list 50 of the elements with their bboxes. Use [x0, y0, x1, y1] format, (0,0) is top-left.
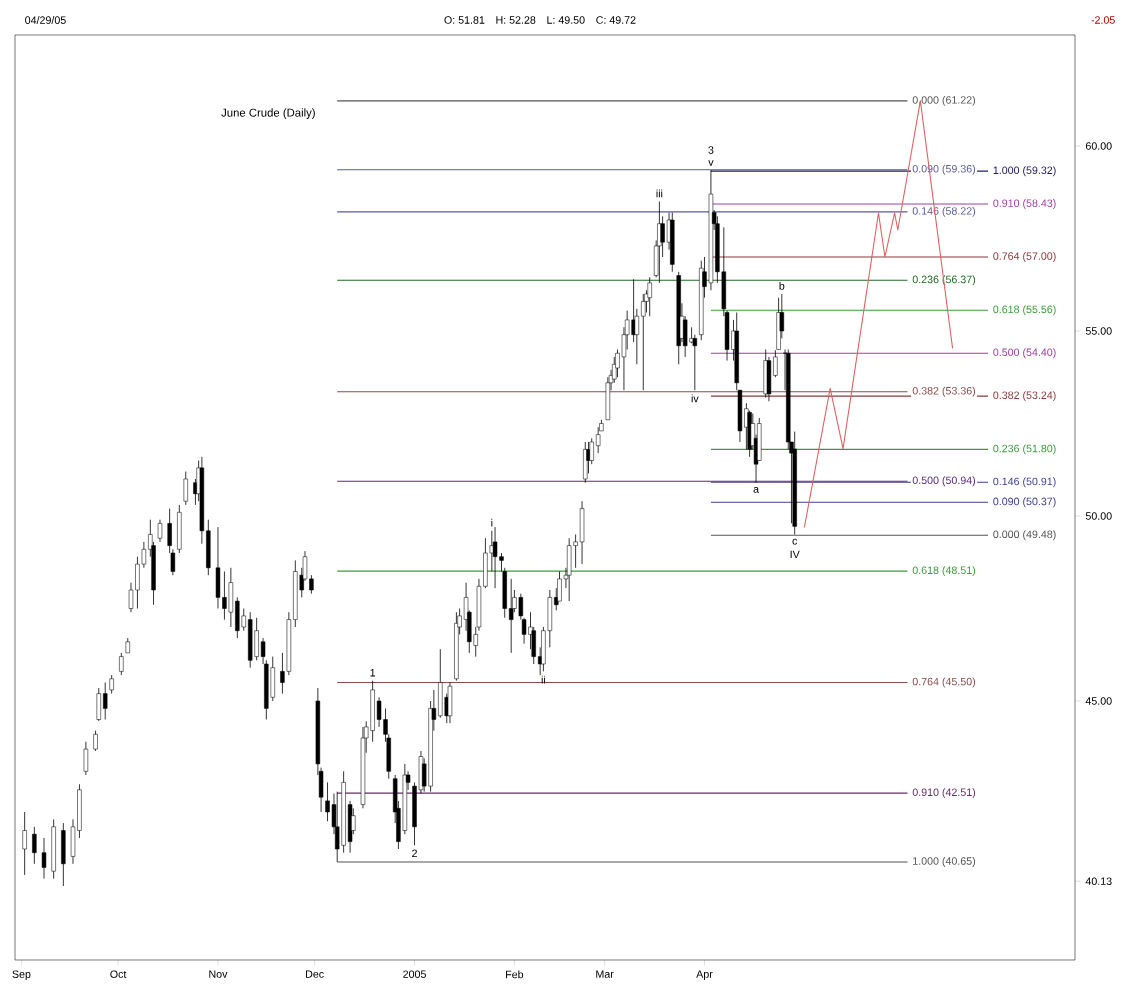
text: June Crude (Daily)	[221, 108, 315, 119]
series-label: 0.910 (42.51)	[912, 788, 976, 799]
series-label: 0.910 (58.43)	[993, 199, 1056, 210]
series-label: 0.236 (56.37)	[912, 275, 976, 286]
annotation: 2	[412, 849, 417, 858]
x-tick-label: Feb	[506, 970, 524, 979]
series-label: 0.764 (45.50)	[912, 677, 976, 688]
x-tick-label: Dec	[306, 970, 324, 978]
series-label: 0.146 (50.91)	[993, 477, 1056, 488]
text: 04/29/05	[25, 16, 66, 24]
text: C: 49.72	[596, 16, 636, 24]
series-label: 0.090 (50.37)	[993, 497, 1056, 508]
x-tick-label: Nov	[209, 970, 228, 978]
text: O: 51.81	[444, 16, 485, 24]
annotation: IV	[790, 550, 800, 559]
y-tick-label: 40.13	[1085, 877, 1112, 885]
x-tick-label: Sep	[12, 970, 31, 981]
series-label: 1.000 (59.32)	[993, 166, 1056, 177]
x-tick-label: 2005	[403, 970, 426, 978]
annotation: a	[753, 486, 760, 493]
series-label: 0.618 (48.51)	[912, 566, 976, 577]
text: -2.05	[1091, 16, 1115, 24]
annotation: v	[708, 160, 714, 166]
x-tick-label: Oct	[110, 970, 127, 978]
series-label: 0.500 (50.94)	[912, 476, 976, 487]
annotation: i	[491, 518, 493, 527]
series-label: 0.000 (61.22)	[912, 95, 976, 106]
series-label: 0.500 (54.40)	[993, 348, 1056, 359]
y-tick-label: 50.00	[1085, 512, 1112, 520]
annotation: 3	[708, 146, 714, 154]
series-label: 0.618 (55.56)	[993, 305, 1056, 316]
x-tick-label: Mar	[596, 970, 614, 978]
x-tick-label: Apr	[696, 970, 713, 980]
series-label: 1.000 (40.65)	[913, 856, 976, 867]
y-tick-label: 55.00	[1085, 327, 1112, 335]
y-tick-label: 45.00	[1085, 697, 1112, 705]
y-tick-label: 60.00	[1085, 142, 1112, 150]
series-label: 0.236 (51.80)	[993, 444, 1056, 455]
annotation: iii	[656, 189, 663, 198]
series-label: 0.000 (49.48)	[993, 530, 1056, 541]
series-label: 0.382 (53.24)	[993, 391, 1056, 402]
series-label: 0.764 (57.00)	[993, 252, 1056, 262]
text: H: 52.28	[496, 16, 536, 24]
series-label: 0.382 (53.36)	[912, 386, 976, 397]
text: L: 49.50	[547, 16, 585, 24]
annotation: c	[792, 538, 798, 545]
annotation: ii	[541, 675, 546, 684]
annotation: iv	[691, 394, 699, 403]
annotation: 1	[370, 669, 376, 677]
annotation: b	[779, 281, 785, 290]
